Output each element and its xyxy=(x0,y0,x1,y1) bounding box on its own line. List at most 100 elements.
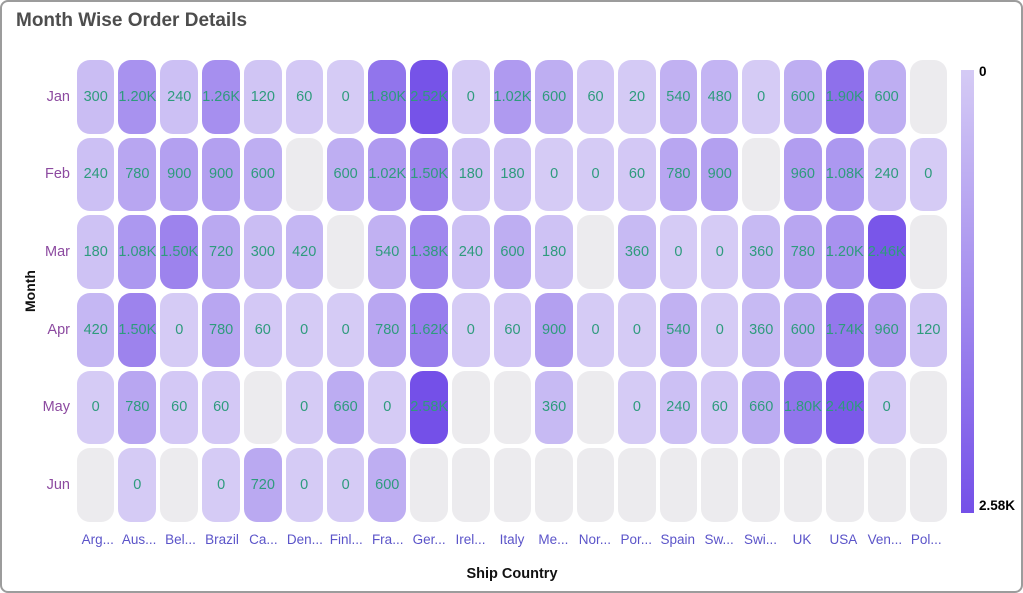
heatmap-cell[interactable]: 0 xyxy=(867,370,906,445)
heatmap-cell[interactable]: 660 xyxy=(326,370,365,445)
heatmap-cell[interactable]: 0 xyxy=(618,370,656,445)
heatmap-cell[interactable]: 780 xyxy=(118,137,157,212)
heatmap-cell[interactable]: 600 xyxy=(535,60,573,134)
heatmap-cell[interactable]: 0 xyxy=(701,292,739,367)
heatmap-cell[interactable] xyxy=(285,137,323,212)
heatmap-cell[interactable]: 0 xyxy=(909,137,947,212)
heatmap-cell[interactable]: 360 xyxy=(618,215,656,289)
heatmap-cell[interactable]: 420 xyxy=(77,292,115,367)
heatmap-cell[interactable]: 300 xyxy=(244,215,282,289)
heatmap-cell[interactable] xyxy=(326,215,365,289)
heatmap-cell[interactable]: 1.80K xyxy=(368,60,407,134)
heatmap-cell[interactable]: 0 xyxy=(326,60,365,134)
heatmap-cell[interactable]: 2.52K xyxy=(410,60,449,134)
heatmap-cell[interactable]: 960 xyxy=(783,137,822,212)
heatmap-cell[interactable] xyxy=(909,215,947,289)
heatmap-cell[interactable]: 60 xyxy=(160,370,199,445)
heatmap-cell[interactable]: 780 xyxy=(202,292,241,367)
heatmap-cell[interactable]: 600 xyxy=(783,60,822,134)
heatmap-cell[interactable]: 720 xyxy=(202,215,241,289)
heatmap-cell[interactable]: 0 xyxy=(452,292,490,367)
heatmap-cell[interactable]: 0 xyxy=(701,215,739,289)
heatmap-cell[interactable]: 1.20K xyxy=(118,60,157,134)
heatmap-cell[interactable]: 1.80K xyxy=(783,370,822,445)
heatmap-cell[interactable] xyxy=(160,448,199,522)
heatmap-cell[interactable]: 600 xyxy=(244,137,282,212)
heatmap-cell[interactable]: 600 xyxy=(493,215,532,289)
heatmap-cell[interactable]: 780 xyxy=(118,370,157,445)
heatmap-cell[interactable]: 60 xyxy=(701,370,739,445)
heatmap-cell[interactable]: 780 xyxy=(783,215,822,289)
heatmap-cell[interactable]: 540 xyxy=(659,292,698,367)
heatmap-cell[interactable] xyxy=(493,370,532,445)
heatmap-cell[interactable]: 240 xyxy=(160,60,199,134)
heatmap-cell[interactable]: 600 xyxy=(368,448,407,522)
heatmap-cell[interactable]: 1.38K xyxy=(410,215,449,289)
heatmap-cell[interactable]: 900 xyxy=(701,137,739,212)
heatmap-cell[interactable]: 1.90K xyxy=(825,60,864,134)
heatmap-cell[interactable]: 180 xyxy=(535,215,573,289)
heatmap-cell[interactable]: 0 xyxy=(118,448,157,522)
heatmap-cell[interactable]: 60 xyxy=(493,292,532,367)
heatmap-cell[interactable]: 2.46K xyxy=(867,215,906,289)
heatmap-cell[interactable] xyxy=(244,370,282,445)
heatmap-cell[interactable] xyxy=(701,448,739,522)
heatmap-cell[interactable]: 360 xyxy=(742,215,780,289)
heatmap-cell[interactable]: 0 xyxy=(326,292,365,367)
heatmap-cell[interactable]: 720 xyxy=(244,448,282,522)
heatmap-cell[interactable]: 300 xyxy=(77,60,115,134)
heatmap-cell[interactable]: 1.08K xyxy=(118,215,157,289)
heatmap-cell[interactable]: 0 xyxy=(285,370,323,445)
heatmap-cell[interactable]: 2.40K xyxy=(825,370,864,445)
heatmap-cell[interactable]: 180 xyxy=(452,137,490,212)
heatmap-cell[interactable]: 540 xyxy=(368,215,407,289)
heatmap-cell[interactable]: 20 xyxy=(618,60,656,134)
heatmap-cell[interactable]: 60 xyxy=(285,60,323,134)
heatmap-cell[interactable]: 900 xyxy=(202,137,241,212)
heatmap-cell[interactable] xyxy=(783,448,822,522)
heatmap-cell[interactable]: 240 xyxy=(659,370,698,445)
heatmap-cell[interactable]: 1.50K xyxy=(160,215,199,289)
heatmap-cell[interactable]: 0 xyxy=(368,370,407,445)
heatmap-cell[interactable]: 780 xyxy=(659,137,698,212)
heatmap-cell[interactable] xyxy=(867,448,906,522)
heatmap-cell[interactable]: 0 xyxy=(77,370,115,445)
heatmap-cell[interactable]: 960 xyxy=(867,292,906,367)
heatmap-cell[interactable]: 60 xyxy=(202,370,241,445)
heatmap-cell[interactable]: 1.20K xyxy=(825,215,864,289)
heatmap-cell[interactable] xyxy=(493,448,532,522)
heatmap-cell[interactable]: 600 xyxy=(783,292,822,367)
heatmap-cell[interactable]: 240 xyxy=(867,137,906,212)
heatmap-cell[interactable]: 120 xyxy=(244,60,282,134)
heatmap-cell[interactable]: 240 xyxy=(452,215,490,289)
heatmap-cell[interactable]: 60 xyxy=(618,137,656,212)
heatmap-cell[interactable]: 0 xyxy=(576,137,615,212)
heatmap-cell[interactable]: 600 xyxy=(326,137,365,212)
heatmap-cell[interactable]: 60 xyxy=(244,292,282,367)
heatmap-cell[interactable]: 480 xyxy=(701,60,739,134)
heatmap-cell[interactable] xyxy=(452,448,490,522)
heatmap-cell[interactable]: 1.08K xyxy=(825,137,864,212)
heatmap-cell[interactable]: 660 xyxy=(742,370,780,445)
heatmap-cell[interactable] xyxy=(576,448,615,522)
heatmap-cell[interactable]: 900 xyxy=(160,137,199,212)
heatmap-cell[interactable]: 0 xyxy=(535,137,573,212)
heatmap-cell[interactable]: 2.58K xyxy=(410,370,449,445)
heatmap-cell[interactable]: 1.50K xyxy=(410,137,449,212)
heatmap-cell[interactable]: 0 xyxy=(659,215,698,289)
heatmap-cell[interactable]: 0 xyxy=(160,292,199,367)
heatmap-cell[interactable]: 600 xyxy=(867,60,906,134)
heatmap-cell[interactable] xyxy=(576,370,615,445)
heatmap-cell[interactable] xyxy=(77,448,115,522)
heatmap-cell[interactable]: 1.26K xyxy=(202,60,241,134)
heatmap-cell[interactable] xyxy=(576,215,615,289)
heatmap-cell[interactable]: 900 xyxy=(535,292,573,367)
heatmap-cell[interactable]: 1.62K xyxy=(410,292,449,367)
heatmap-cell[interactable]: 1.02K xyxy=(368,137,407,212)
heatmap-cell[interactable]: 0 xyxy=(326,448,365,522)
heatmap-cell[interactable]: 1.50K xyxy=(118,292,157,367)
heatmap-cell[interactable]: 240 xyxy=(77,137,115,212)
heatmap-cell[interactable] xyxy=(535,448,573,522)
heatmap-cell[interactable] xyxy=(742,137,780,212)
heatmap-cell[interactable] xyxy=(659,448,698,522)
